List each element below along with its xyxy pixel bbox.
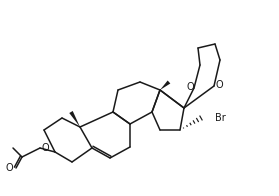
Text: O: O <box>5 163 13 173</box>
Text: Br: Br <box>215 113 226 123</box>
Text: O: O <box>215 80 223 90</box>
Polygon shape <box>160 81 170 90</box>
Polygon shape <box>69 111 80 127</box>
Text: O: O <box>41 143 49 153</box>
Text: O: O <box>186 82 194 92</box>
